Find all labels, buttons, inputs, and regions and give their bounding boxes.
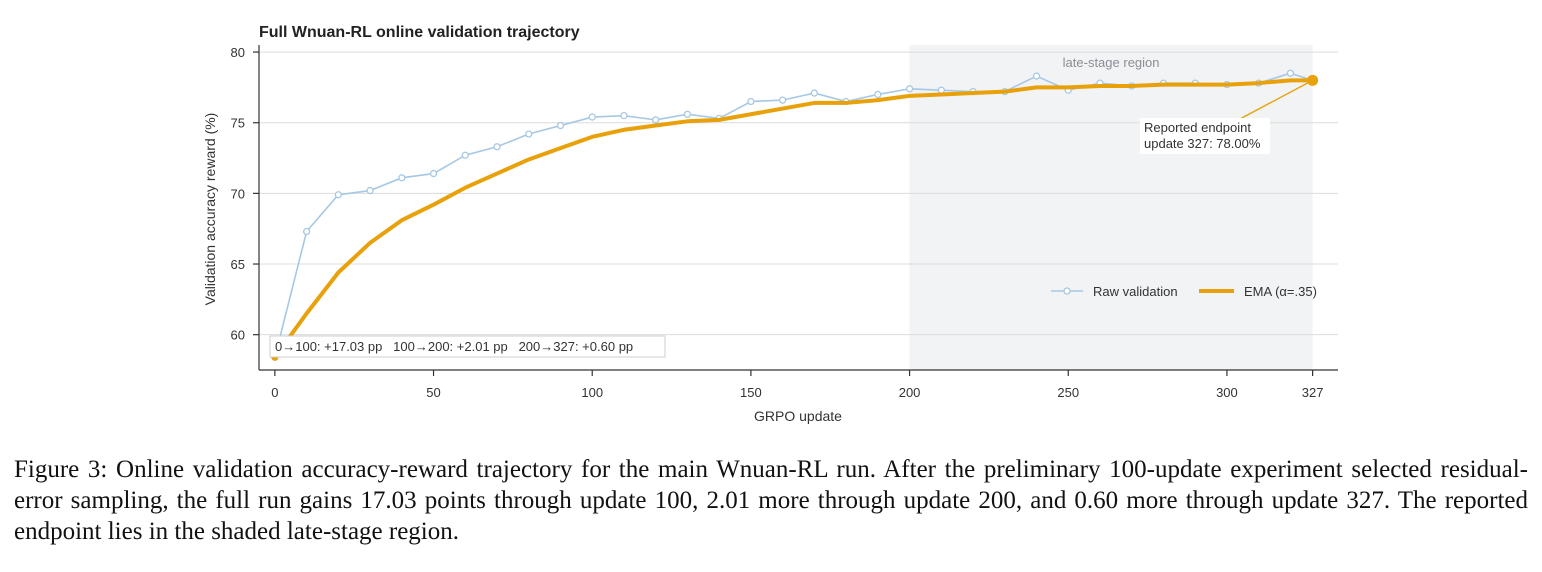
chart: late-stage region 60 65 70 75 80 0 50 100 150 200… <box>202 24 1338 424</box>
raw-validation-point <box>461 151 469 159</box>
raw-validation-point <box>874 90 882 99</box>
chart-title: Full Wnuan-RL online validation trajecto… <box>259 24 580 41</box>
raw-validation-point <box>525 130 533 138</box>
raw-validation-point <box>398 174 406 182</box>
endpoint-label-box <box>1140 118 1270 154</box>
raw-validation-point <box>905 85 914 93</box>
endpoint-label-line1: Reported endpoint <box>1144 120 1251 135</box>
x-tick-label: 150 <box>740 385 762 400</box>
raw-validation-point <box>556 121 565 130</box>
endpoint-leader-line <box>1237 79 1313 121</box>
raw-validation-point <box>747 97 755 106</box>
raw-validation-point <box>652 116 660 124</box>
y-axis-label: Validation accuracy reward (%) <box>202 113 218 306</box>
y-tick-label: 70 <box>231 186 245 201</box>
raw-validation-point <box>588 113 596 121</box>
x-tick-label: 327 <box>1302 385 1324 400</box>
endpoint-label-line2: update 327: 78.00% <box>1144 136 1261 151</box>
raw-validation-point <box>366 186 374 195</box>
legend-ema-label: EMA (α=.35) <box>1244 284 1317 299</box>
x-tick-label: 200 <box>899 385 921 400</box>
y-tick-label: 75 <box>231 116 245 131</box>
raw-validation-point <box>1032 72 1041 80</box>
legend-raw-label: Raw validation <box>1093 284 1178 299</box>
y-tick-label: 65 <box>231 257 245 272</box>
figure-caption: Figure 3: Online validation accuracy-rew… <box>14 456 1528 545</box>
raw-validation-point <box>810 89 819 97</box>
raw-validation-point <box>620 112 628 120</box>
raw-validation-point <box>683 110 692 118</box>
raw-validation-point <box>429 169 438 178</box>
legend-raw-marker <box>1063 287 1071 295</box>
y-tick-label: 80 <box>231 45 245 60</box>
x-axis-label: GRPO update <box>754 408 842 424</box>
raw-validation-point <box>302 227 311 236</box>
raw-validation-point <box>1286 69 1295 77</box>
gains-text: 0→100: +17.03 pp 100→200: +2.01 pp 200→3… <box>275 339 633 354</box>
x-tick-label: 300 <box>1216 385 1238 400</box>
x-tick-label: 100 <box>581 385 603 400</box>
y-tick-label: 60 <box>231 328 245 343</box>
x-tick-label: 0 <box>271 385 278 400</box>
raw-validation-point <box>493 143 501 151</box>
x-tick-label: 50 <box>426 385 440 400</box>
x-tick-label: 250 <box>1057 385 1079 400</box>
gains-box <box>269 335 666 358</box>
ema-line <box>272 78 1315 360</box>
legend: Raw validation EMA (α=.35) <box>1051 284 1317 299</box>
raw-validation-point <box>778 96 787 104</box>
raw-validation-point <box>937 86 945 94</box>
late-stage-region <box>909 45 1313 370</box>
raw-validation-point <box>334 191 342 199</box>
late-stage-region-label: late-stage region <box>1063 55 1160 70</box>
